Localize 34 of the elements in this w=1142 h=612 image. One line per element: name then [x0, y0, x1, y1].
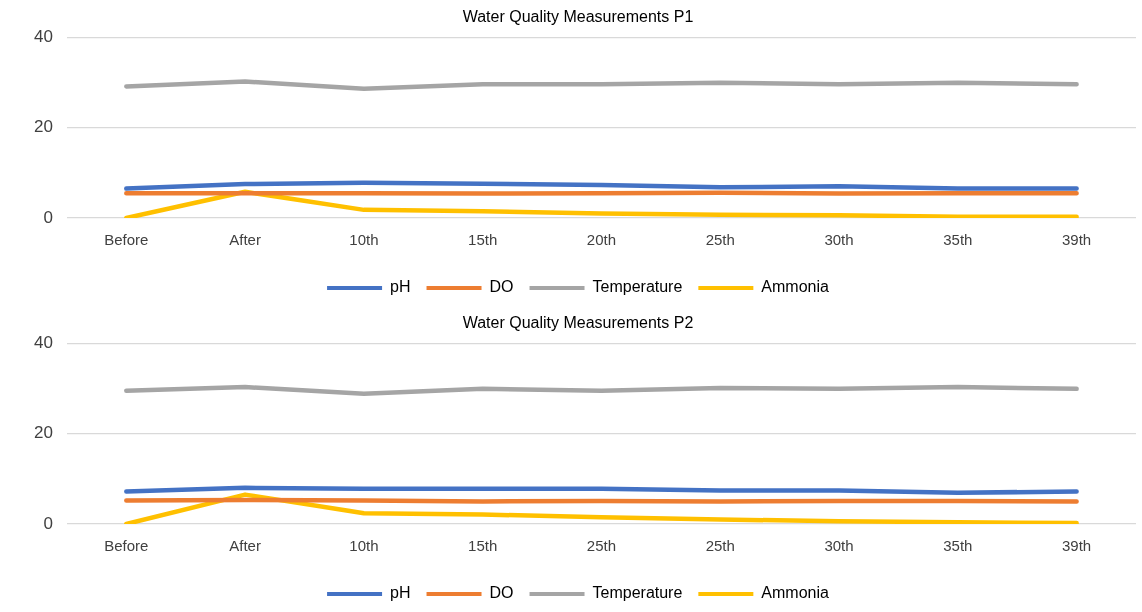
y-tick-label: 20	[33, 117, 53, 137]
x-tick-label: 20th	[586, 231, 617, 249]
x-tick-label: 10th	[349, 537, 379, 555]
chart-title: Water Quality Measurements P1	[462, 8, 694, 26]
y-tick-label: 0	[43, 513, 53, 533]
x-tick-label: After	[229, 231, 261, 249]
x-tick-label: Before	[104, 537, 149, 555]
legend-label: pH	[390, 584, 411, 602]
x-tick-label: 15th	[468, 537, 498, 555]
x-tick-label: 39th	[1062, 231, 1092, 249]
x-tick-label: After	[229, 537, 261, 555]
x-tick-label: Before	[104, 231, 149, 249]
x-tick-label: 30th	[824, 231, 854, 249]
x-tick-label: 25th	[586, 537, 617, 555]
chart-title: Water Quality Measurements P2	[462, 314, 694, 332]
y-tick-label: 40	[33, 332, 53, 352]
y-tick-label: 40	[33, 26, 53, 46]
x-tick-label: 30th	[824, 537, 854, 555]
y-tick-label: 0	[43, 207, 53, 227]
legend-label: Ammonia	[761, 584, 830, 602]
x-tick-label: 25th	[705, 231, 735, 249]
x-tick-label: 35th	[943, 537, 973, 555]
y-tick-label: 20	[33, 423, 53, 443]
x-tick-label: 10th	[349, 231, 379, 249]
legend-label: DO	[489, 584, 514, 602]
x-tick-label: 15th	[468, 231, 498, 249]
legend-label: Temperature	[592, 584, 683, 602]
legend-label: pH	[390, 278, 411, 296]
x-tick-label: 39th	[1062, 537, 1092, 555]
legend-label: Temperature	[592, 278, 683, 296]
legend-label: Ammonia	[761, 278, 830, 296]
x-tick-label: 35th	[943, 231, 973, 249]
x-tick-label: 25th	[705, 537, 735, 555]
legend-label: DO	[489, 278, 514, 296]
